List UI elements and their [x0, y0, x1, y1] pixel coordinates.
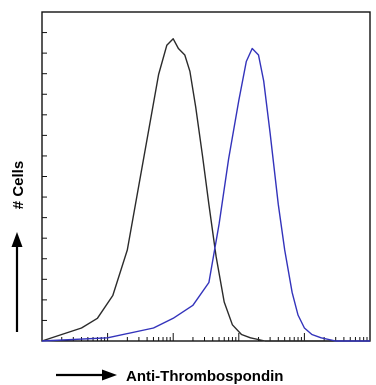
series-layer [41, 38, 370, 342]
x-axis-arrow-head [102, 369, 117, 381]
x-axis-label-group: Anti-Thrombospondin [56, 368, 283, 385]
y-axis-label-group: # Cells [10, 161, 27, 332]
y-axis-ticks [42, 11, 47, 342]
y-axis-arrow-head [11, 232, 23, 247]
histogram-line-1 [41, 38, 370, 342]
x-axis-label: Anti-Thrombospondin [126, 368, 283, 385]
histogram-line-2 [41, 47, 370, 342]
y-axis-label: # Cells [10, 161, 27, 209]
plot-area [41, 11, 371, 342]
